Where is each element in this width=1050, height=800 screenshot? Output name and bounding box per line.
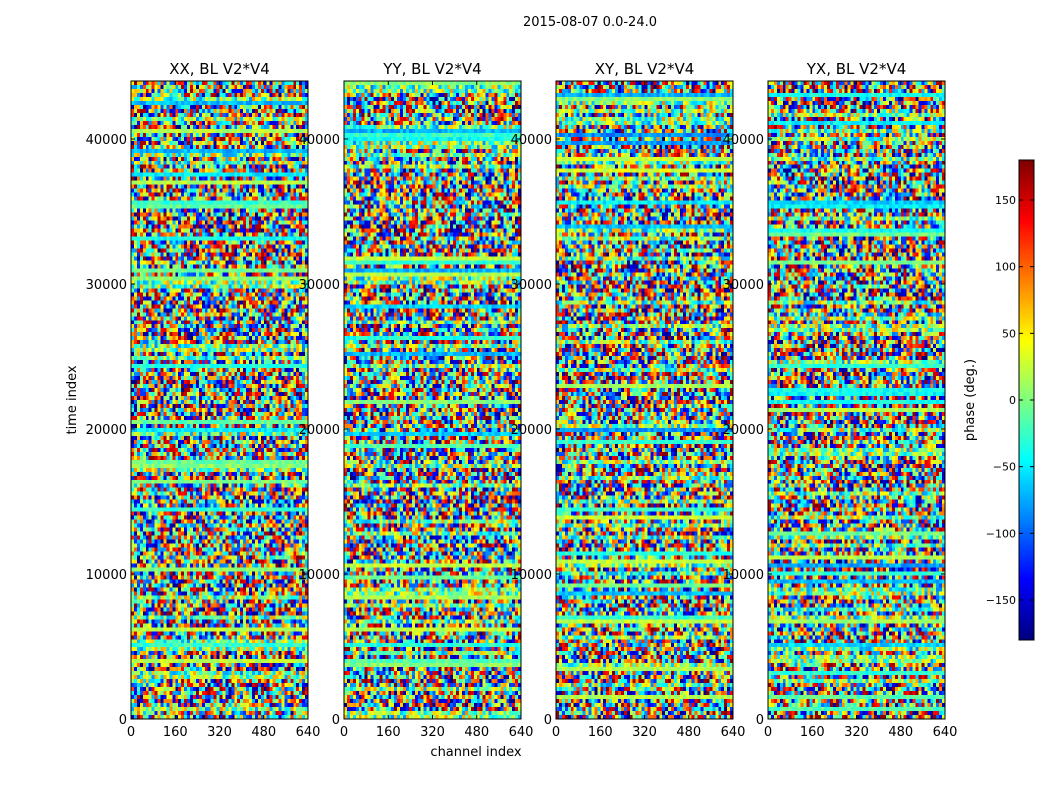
x-tick-label: 640	[296, 725, 321, 740]
y-tick-label: 30000	[511, 278, 552, 293]
x-tick-label: 0	[340, 725, 348, 740]
y-tick-label: 20000	[299, 423, 340, 438]
colorbar-tick-label: −150	[986, 594, 1016, 607]
y-tick-label: 10000	[86, 568, 127, 583]
heatmap-image-2	[344, 81, 521, 719]
x-tick-label: 640	[509, 725, 534, 740]
x-tick-label: 480	[888, 725, 913, 740]
x-axis-label: channel index	[430, 745, 521, 760]
heatmap-image-4	[768, 81, 945, 719]
y-tick-label: 40000	[511, 133, 552, 148]
x-tick-label: 640	[721, 725, 746, 740]
y-tick-label: 0	[544, 713, 552, 728]
y-tick-label: 20000	[511, 423, 552, 438]
x-tick-label: 480	[464, 725, 489, 740]
x-tick-label: 0	[127, 725, 135, 740]
panel-1: XX, BL V2*V4 0 160 320 480 640 0 10000 20000 3000…	[86, 60, 321, 740]
y-tick-label: 20000	[723, 423, 764, 438]
x-tick-label: 0	[764, 725, 772, 740]
x-tick-label: 320	[632, 725, 657, 740]
y-tick-label: 10000	[723, 568, 764, 583]
x-tick-label: 320	[420, 725, 445, 740]
y-tick-label: 40000	[299, 133, 340, 148]
x-tick-label: 480	[676, 725, 701, 740]
panel-4: YX, BL V2*V4 0 160 320 480 640 0 10000 20000 3000…	[723, 60, 958, 740]
x-tick-label: 480	[251, 725, 276, 740]
colorbar-label: phase (deg.)	[963, 359, 978, 441]
y-tick-label: 0	[332, 713, 340, 728]
x-tick-label: 0	[552, 725, 560, 740]
y-tick-label: 30000	[86, 278, 127, 293]
colorbar-tick-label: 150	[995, 194, 1016, 207]
y-tick-label: 10000	[511, 568, 552, 583]
colorbar-tick-label: 50	[1002, 327, 1016, 340]
panels-group: XX, BL V2*V4 0 160 320 480 640 0 10000 20000 3000…	[86, 60, 958, 740]
colorbar-tick-label: 0	[1009, 394, 1016, 407]
y-tick-label: 40000	[86, 133, 127, 148]
y-tick-label: 30000	[723, 278, 764, 293]
y-tick-label: 30000	[299, 278, 340, 293]
panel-2: YY, BL V2*V4 0 160 320 480 640 0 10000 20000 3000…	[299, 60, 534, 740]
colorbar: −150 −100 −50 0 50 100 150	[986, 159, 1035, 641]
heatmap-image-3	[556, 81, 733, 719]
heatmap-image-1	[131, 81, 308, 719]
y-tick-label: 20000	[86, 423, 127, 438]
x-tick-label: 160	[376, 725, 401, 740]
x-tick-label: 160	[163, 725, 188, 740]
panel-title: XX, BL V2*V4	[169, 60, 270, 78]
x-tick-label: 160	[800, 725, 825, 740]
x-tick-label: 160	[588, 725, 613, 740]
y-tick-label: 40000	[723, 133, 764, 148]
x-tick-label: 320	[844, 725, 869, 740]
colorbar-tick-label: 100	[995, 261, 1016, 274]
y-tick-label: 0	[119, 713, 127, 728]
y-axis-label: time index	[65, 365, 80, 434]
colorbar-tick-label: −50	[993, 461, 1016, 474]
panel-3: XY, BL V2*V4 0 160 320 480 640 0 10000 20000 3000…	[511, 60, 746, 740]
colorbar-tick-label: −100	[986, 527, 1016, 540]
panel-title: YY, BL V2*V4	[382, 60, 481, 78]
x-tick-label: 640	[933, 725, 958, 740]
figure-suptitle: 2015-08-07 0.0-24.0	[523, 15, 657, 30]
y-tick-label: 0	[756, 713, 764, 728]
panel-title: YX, BL V2*V4	[806, 60, 907, 78]
colorbar-gradient	[1019, 160, 1034, 640]
panel-title: XY, BL V2*V4	[595, 60, 695, 78]
y-tick-label: 10000	[299, 568, 340, 583]
x-tick-label: 320	[207, 725, 232, 740]
